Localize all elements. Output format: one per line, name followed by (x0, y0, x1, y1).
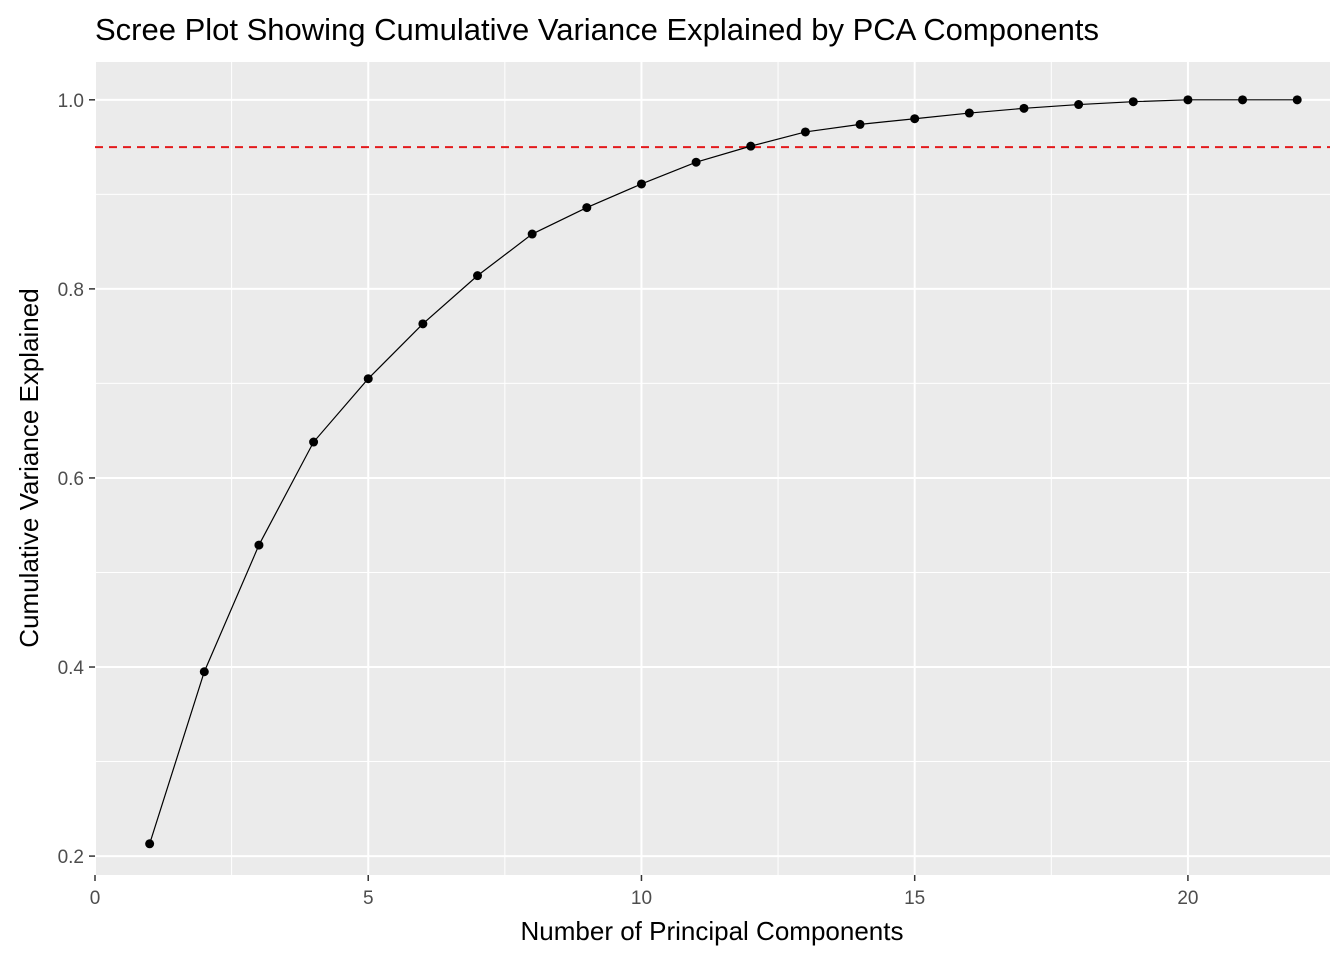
data-point (582, 203, 592, 213)
data-point (1128, 97, 1138, 107)
y-tick-label: 1.0 (58, 91, 84, 112)
data-point (145, 839, 155, 849)
data-point (1019, 103, 1029, 113)
data-point (1074, 100, 1084, 110)
data-point (636, 179, 646, 189)
y-tick-label: 0.6 (58, 469, 84, 490)
data-point (800, 127, 810, 137)
x-tick-label: 10 (631, 888, 652, 909)
cumulative-variance-line (149, 99, 1298, 844)
x-axis: 0 5 10 15 20 (90, 875, 1198, 909)
data-point (309, 437, 319, 447)
data-point (1183, 95, 1193, 105)
x-tick-label: 0 (90, 888, 101, 909)
x-axis-title: Number of Principal Components (521, 916, 904, 946)
x-tick-label: 20 (1177, 888, 1198, 909)
data-point (363, 374, 373, 384)
minor-gridlines (95, 62, 1330, 875)
data-point (1292, 95, 1302, 105)
data-point (199, 667, 209, 677)
major-gridlines (94, 62, 1330, 875)
y-tick-label: 0.2 (58, 847, 84, 868)
chart-title: Scree Plot Showing Cumulative Variance E… (95, 12, 1099, 47)
data-point (527, 229, 537, 239)
data-point (254, 540, 264, 550)
data-point (746, 141, 756, 151)
data-point (473, 271, 483, 281)
data-point (964, 108, 974, 118)
y-tick-label: 0.4 (58, 658, 85, 679)
plot-panel (95, 62, 1330, 875)
data-point (1238, 95, 1248, 105)
y-axis-title: Cumulative Variance Explained (14, 288, 44, 647)
data-point (418, 319, 428, 329)
data-point (691, 157, 701, 167)
x-tick-label: 15 (904, 888, 925, 909)
data-point (855, 119, 865, 129)
y-axis: 0.2 0.4 0.6 0.8 1.0 (58, 91, 95, 868)
data-points (145, 95, 1302, 849)
y-tick-label: 0.8 (58, 280, 84, 301)
x-tick-label: 5 (363, 888, 374, 909)
data-point (910, 114, 920, 124)
